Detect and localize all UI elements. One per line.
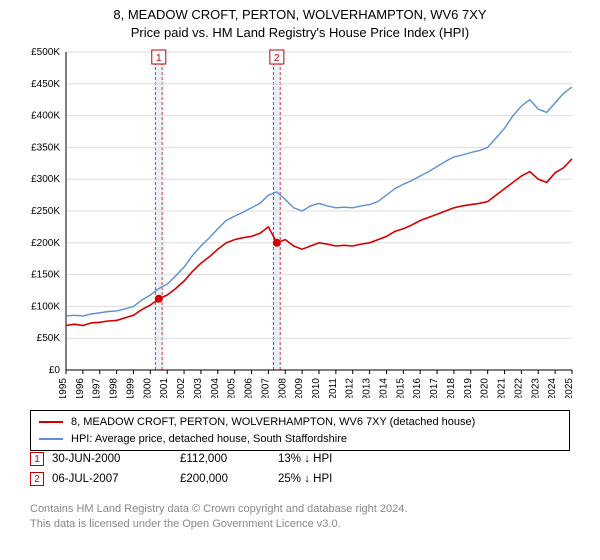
svg-text:£0: £0: [49, 365, 61, 376]
svg-text:1996: 1996: [75, 378, 86, 398]
table-row: 2 06-JUL-2007 £200,000 25% ↓ HPI: [30, 472, 570, 486]
svg-text:2010: 2010: [311, 378, 322, 398]
svg-text:£400K: £400K: [31, 111, 60, 122]
svg-text:2017: 2017: [429, 378, 440, 398]
svg-text:1995: 1995: [58, 378, 69, 398]
svg-text:2009: 2009: [294, 378, 305, 398]
svg-text:2: 2: [274, 53, 280, 64]
legend-swatch: [39, 421, 63, 423]
svg-text:£450K: £450K: [31, 79, 60, 90]
svg-text:2023: 2023: [530, 378, 541, 398]
legend-item-hpi: HPI: Average price, detached house, Sout…: [39, 431, 561, 448]
svg-text:2003: 2003: [193, 378, 204, 398]
svg-text:2014: 2014: [378, 378, 389, 398]
sale-points-table: 1 30-JUN-2000 £112,000 13% ↓ HPI 2 06-JU…: [30, 452, 570, 492]
price-chart: £0 £50K £100K £150K £200K £250K £300K £350K £400…: [20, 48, 580, 398]
legend-swatch: [39, 438, 63, 440]
svg-text:2018: 2018: [446, 378, 457, 398]
svg-text:2013: 2013: [362, 378, 373, 398]
svg-text:2012: 2012: [345, 378, 356, 398]
svg-text:2021: 2021: [497, 378, 508, 398]
legend: 8, MEADOW CROFT, PERTON, WOLVERHAMPTON, …: [30, 410, 570, 451]
sale-date: 06-JUL-2007: [52, 473, 172, 485]
svg-text:2007: 2007: [260, 378, 271, 398]
title-address: 8, MEADOW CROFT, PERTON, WOLVERHAMPTON, …: [0, 6, 600, 24]
svg-text:2004: 2004: [210, 378, 221, 398]
legend-item-property: 8, MEADOW CROFT, PERTON, WOLVERHAMPTON, …: [39, 414, 561, 431]
sale-price: £200,000: [180, 473, 270, 485]
svg-text:2022: 2022: [513, 378, 524, 398]
svg-text:£500K: £500K: [31, 48, 60, 58]
legend-label: 8, MEADOW CROFT, PERTON, WOLVERHAMPTON, …: [71, 414, 475, 431]
chart-header: 8, MEADOW CROFT, PERTON, WOLVERHAMPTON, …: [0, 0, 600, 42]
legend-label: HPI: Average price, detached house, Sout…: [71, 431, 347, 448]
sale-price: £112,000: [180, 453, 270, 465]
footer-line: Contains HM Land Registry data © Crown c…: [30, 502, 407, 517]
svg-text:2020: 2020: [480, 378, 491, 398]
sale-vs-hpi: 25% ↓ HPI: [278, 473, 388, 485]
svg-text:£200K: £200K: [31, 238, 60, 249]
table-row: 1 30-JUN-2000 £112,000 13% ↓ HPI: [30, 452, 570, 466]
svg-text:1999: 1999: [125, 378, 136, 398]
svg-text:2016: 2016: [412, 378, 423, 398]
svg-text:£350K: £350K: [31, 142, 60, 153]
footer-line: This data is licensed under the Open Gov…: [30, 517, 407, 532]
svg-text:2024: 2024: [547, 378, 558, 398]
svg-text:1998: 1998: [109, 378, 120, 398]
svg-text:2011: 2011: [328, 378, 339, 398]
sale-vs-hpi: 13% ↓ HPI: [278, 453, 388, 465]
svg-text:£150K: £150K: [31, 270, 60, 281]
svg-text:£300K: £300K: [31, 174, 60, 185]
svg-text:2005: 2005: [227, 378, 238, 398]
attribution-footer: Contains HM Land Registry data © Crown c…: [30, 502, 407, 533]
svg-text:2015: 2015: [395, 378, 406, 398]
svg-text:1: 1: [156, 53, 162, 64]
sale-date: 30-JUN-2000: [52, 453, 172, 465]
svg-text:£250K: £250K: [31, 206, 60, 217]
svg-text:2002: 2002: [176, 378, 187, 398]
svg-text:£100K: £100K: [31, 301, 60, 312]
svg-text:2006: 2006: [244, 378, 255, 398]
svg-text:2025: 2025: [564, 378, 575, 398]
point-marker-icon: 1: [30, 452, 44, 466]
svg-text:2000: 2000: [142, 378, 153, 398]
svg-text:1997: 1997: [92, 378, 103, 398]
svg-text:2019: 2019: [463, 378, 474, 398]
point-marker-icon: 2: [30, 472, 44, 486]
svg-text:2008: 2008: [277, 378, 288, 398]
svg-text:£50K: £50K: [37, 333, 61, 344]
svg-text:2001: 2001: [159, 378, 170, 398]
title-subtitle: Price paid vs. HM Land Registry's House …: [0, 24, 600, 42]
